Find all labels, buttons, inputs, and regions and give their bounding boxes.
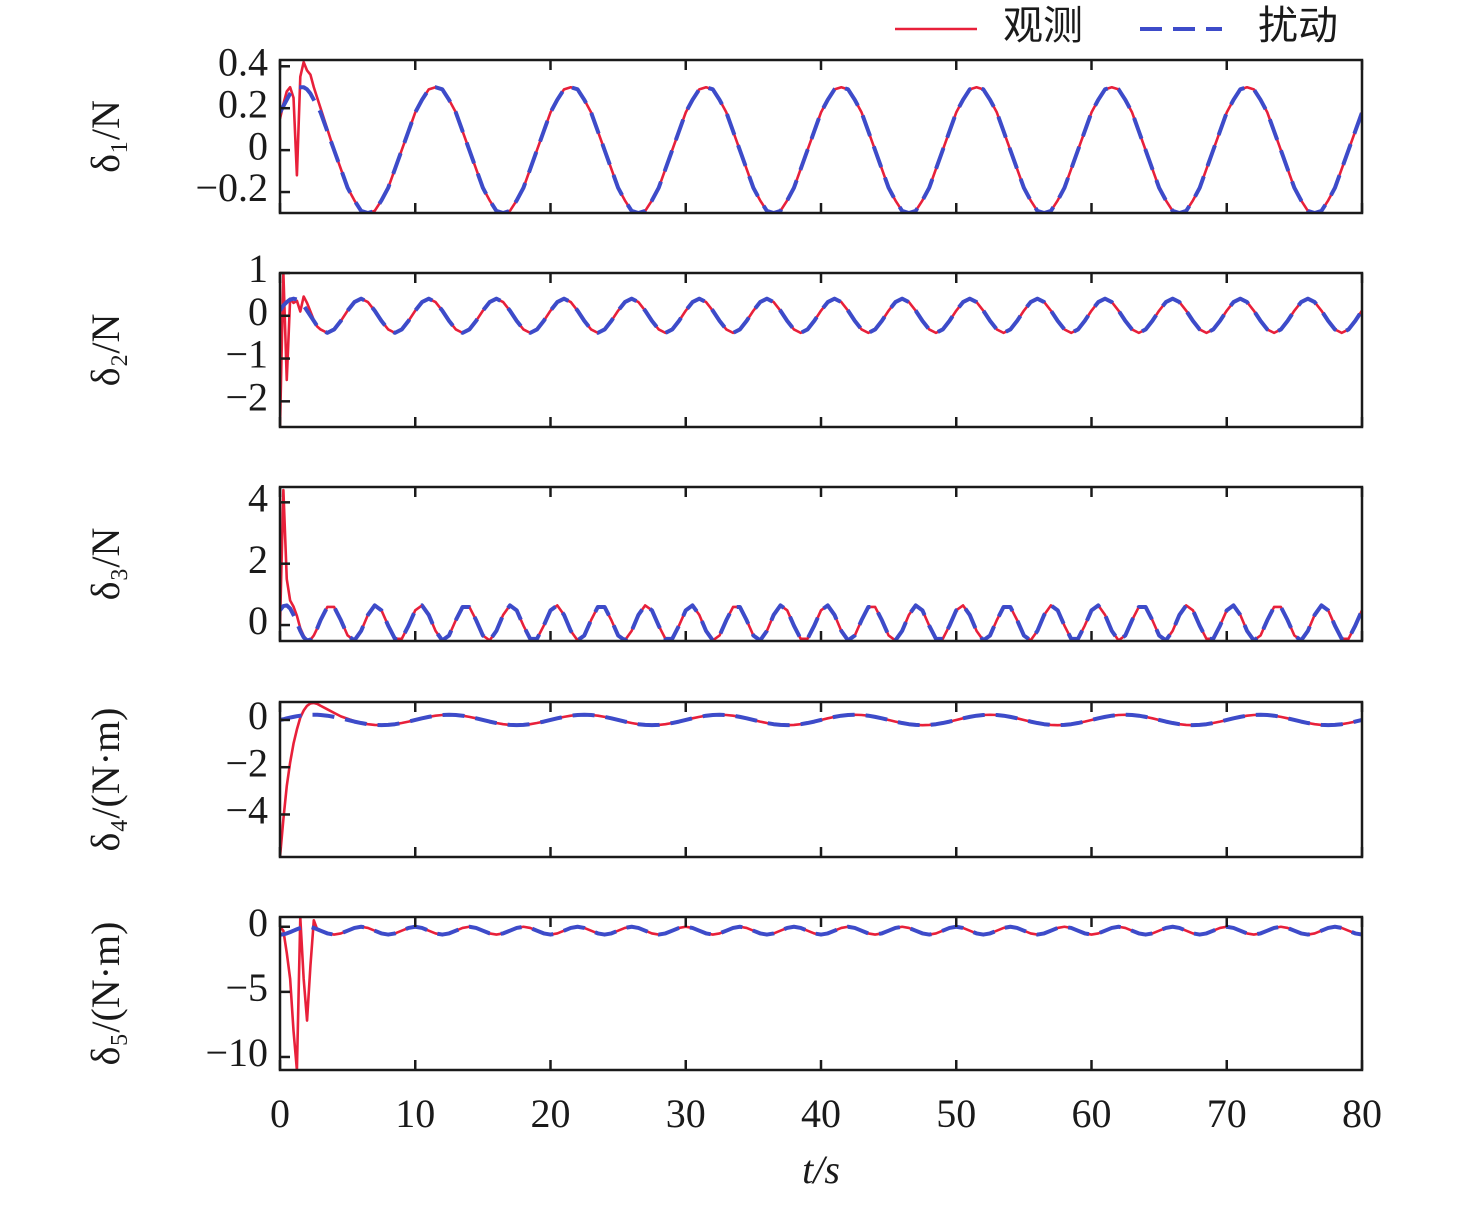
y-tick-label: −2 <box>225 740 268 785</box>
y-tick-label: 0 <box>248 123 268 168</box>
y-tick-label: −0.2 <box>195 165 268 210</box>
y-axis-label: δ₄/(N·m) <box>83 708 128 852</box>
disturbance-line <box>280 603 1362 641</box>
x-tick-label: 0 <box>270 1091 290 1136</box>
x-axis-label: t/s <box>802 1147 840 1192</box>
plot-frame <box>278 915 1364 1072</box>
y-tick-label: 1 <box>248 246 268 291</box>
y-axis-label: δ₃/N <box>83 528 128 601</box>
legend-label: 观测 <box>1003 3 1083 49</box>
y-tick-label: 0 <box>248 693 268 738</box>
y-tick-label: 4 <box>248 476 268 521</box>
x-tick-label: 70 <box>1207 1091 1247 1136</box>
y-tick-label: 0 <box>248 598 268 643</box>
y-tick-label: −2 <box>225 375 268 420</box>
y-tick-label: 0.2 <box>218 81 268 126</box>
x-tick-label: 50 <box>936 1091 976 1136</box>
y-tick-label: 0 <box>248 289 268 334</box>
y-tick-label: 0.4 <box>218 39 268 84</box>
disturbance-line <box>280 85 1362 213</box>
x-tick-label: 30 <box>666 1091 706 1136</box>
y-tick-label: 0 <box>248 900 268 945</box>
y-axis-label: δ₂/N <box>83 314 128 387</box>
plot-frame <box>278 485 1364 643</box>
observation-line <box>280 273 1362 427</box>
x-tick-label: 80 <box>1342 1091 1382 1136</box>
x-tick-label: 10 <box>395 1091 435 1136</box>
y-tick-label: −5 <box>225 965 268 1010</box>
y-axis-label: δ₅/(N·m) <box>83 922 128 1066</box>
y-tick-label: −1 <box>225 332 268 377</box>
y-tick-label: −4 <box>225 788 268 833</box>
disturbance-line <box>280 296 1362 335</box>
y-axis-label: δ₁/N <box>83 100 128 173</box>
x-tick-label: 40 <box>801 1091 841 1136</box>
observation-line <box>280 917 1362 1070</box>
observation-line <box>280 488 1362 641</box>
disturbance-line <box>280 924 1362 937</box>
x-tick-label: 60 <box>1072 1091 1112 1136</box>
plot-frame <box>278 271 1364 429</box>
legend-label: 扰动 <box>1258 3 1338 49</box>
y-tick-label: 2 <box>248 537 268 582</box>
x-tick-label: 20 <box>531 1091 571 1136</box>
disturbance-line <box>280 712 1362 728</box>
y-tick-label: −10 <box>205 1030 268 1075</box>
